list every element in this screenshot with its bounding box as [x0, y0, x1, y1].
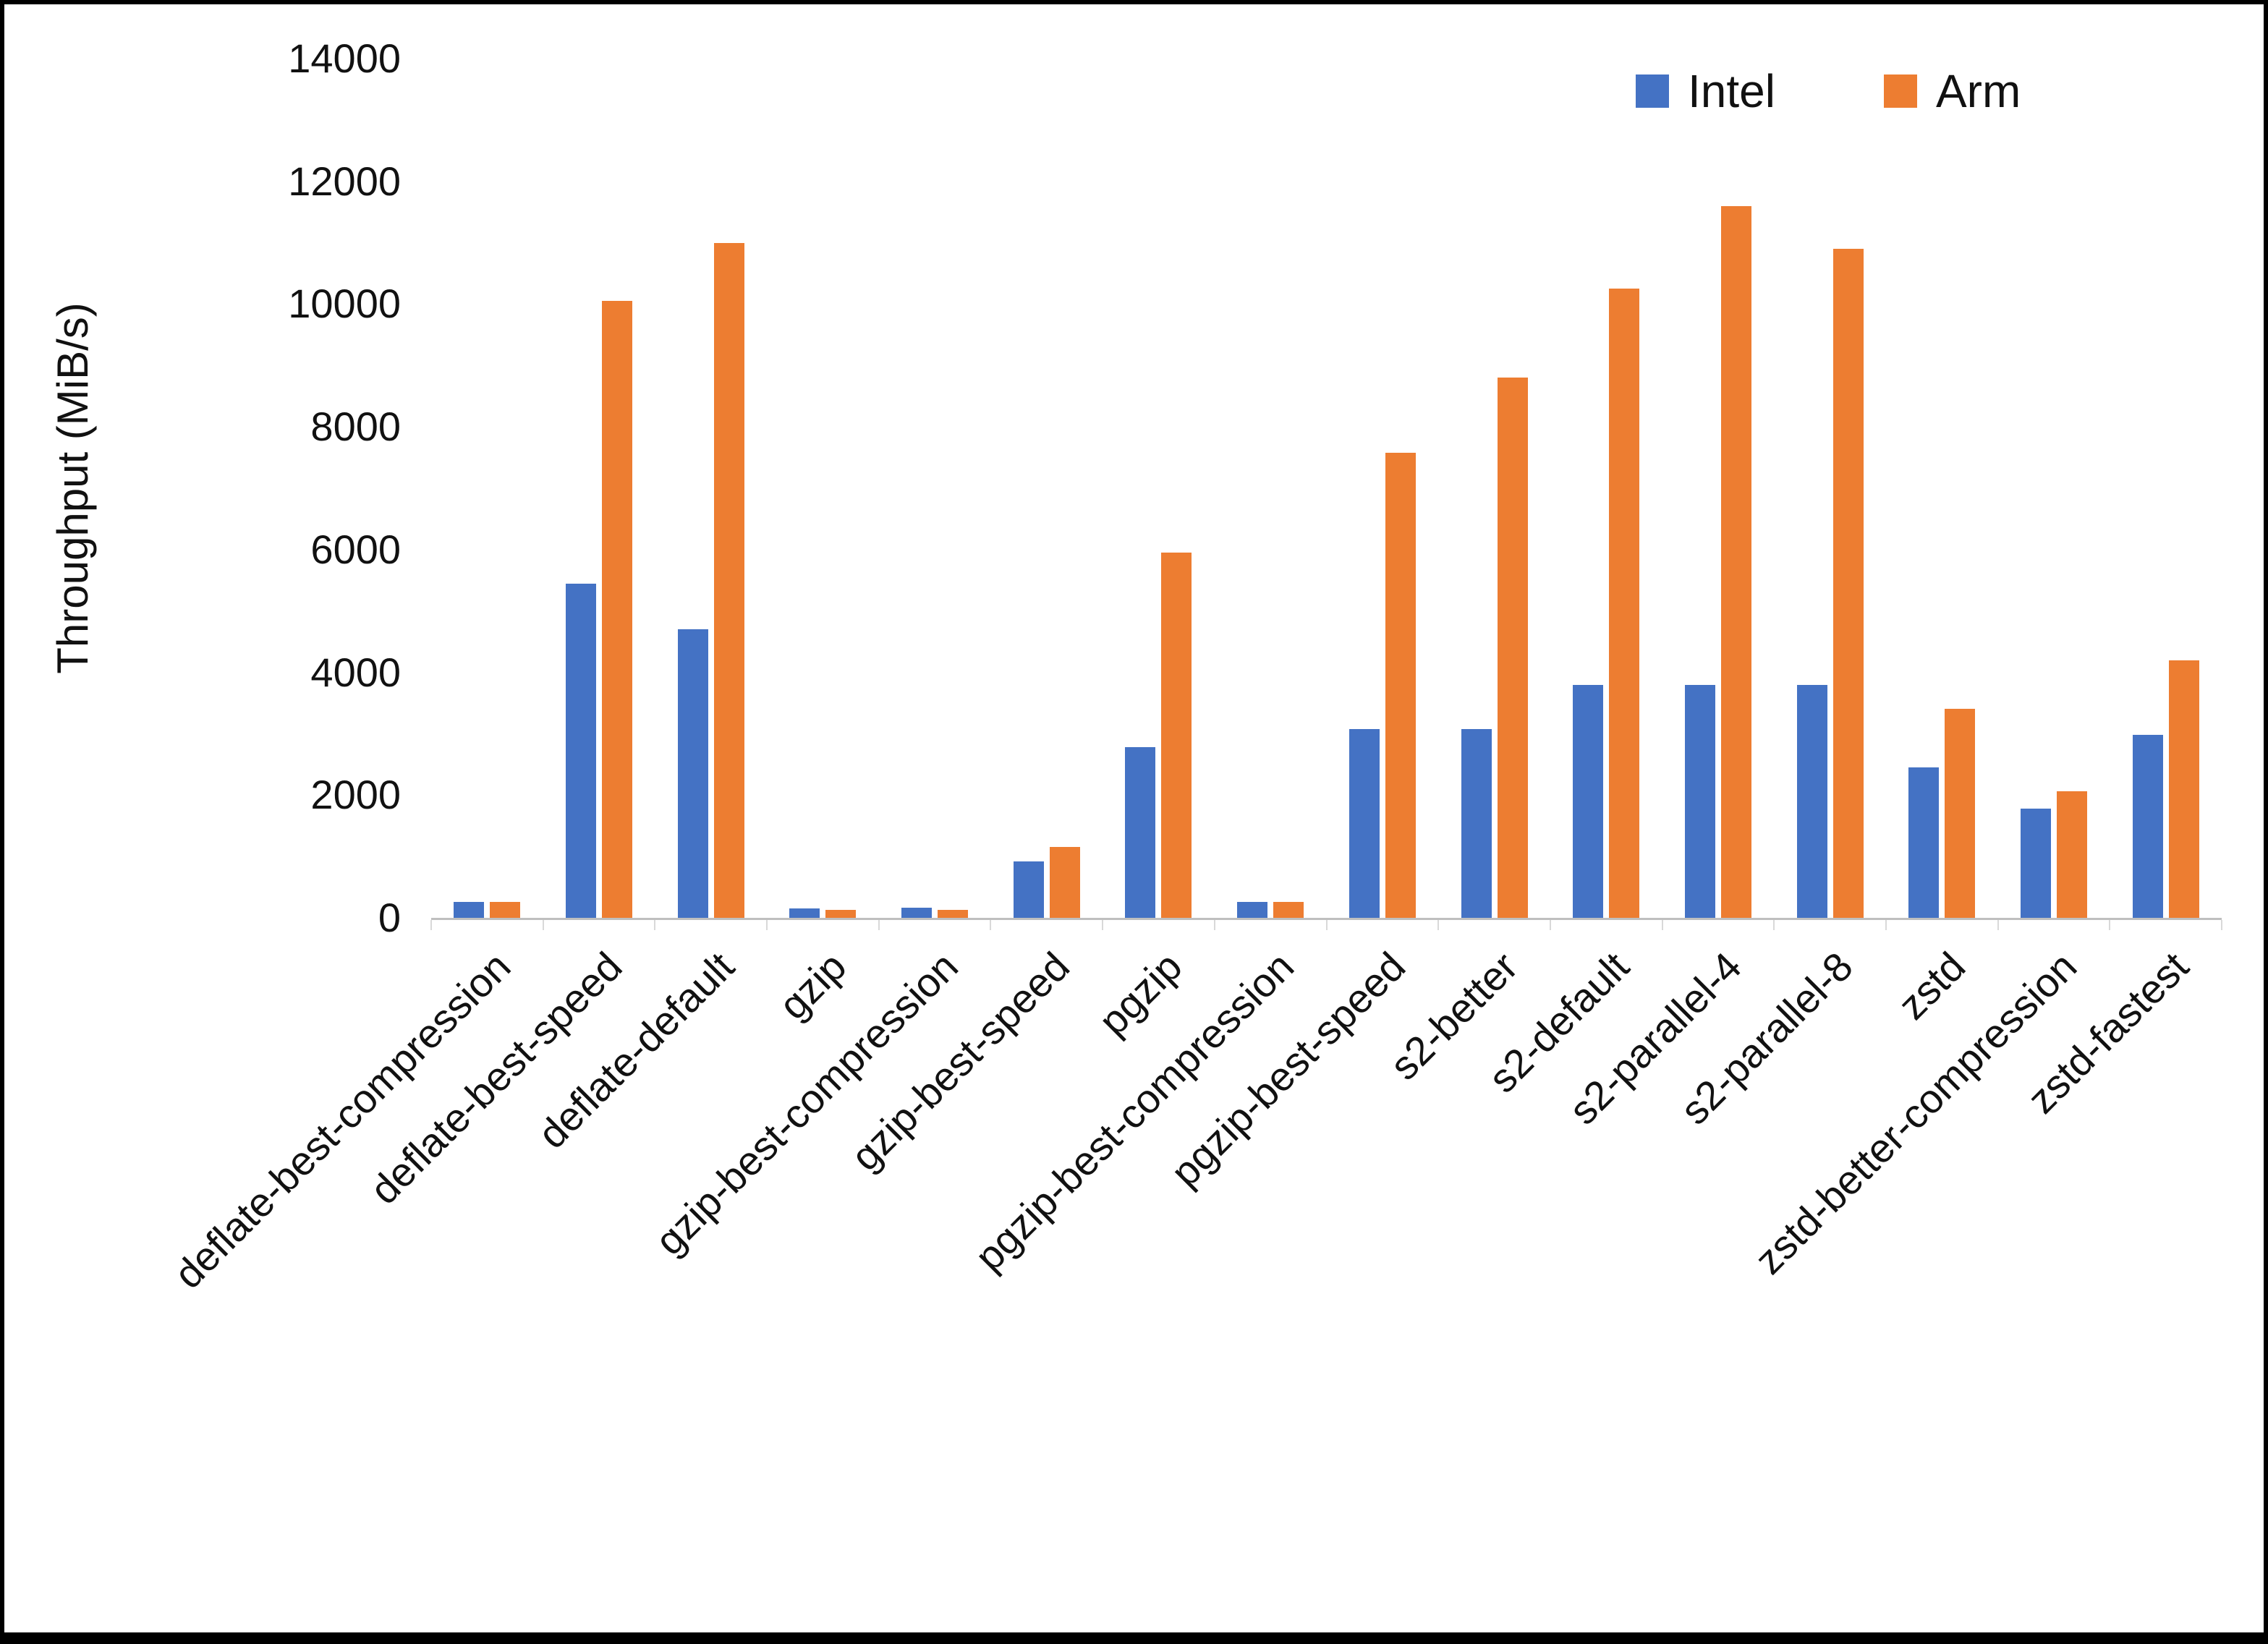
y-tick-label: 10000: [288, 281, 401, 327]
y-tick-label: 8000: [310, 404, 401, 450]
bar-intel-pgzip-best-speed: [1349, 728, 1380, 918]
bar-intel-zstd-fastest: [2132, 735, 2163, 918]
x-axis-tick: [990, 920, 992, 930]
bar-arm-s2-better: [1497, 378, 1528, 918]
bar-arm-s2-parallel-4: [1720, 205, 1751, 918]
x-axis-line: [431, 918, 2222, 920]
bar-arm-gzip-best-compression: [938, 909, 969, 918]
x-axis-tick: [654, 920, 656, 930]
bar-intel-s2-better: [1461, 728, 1492, 918]
x-axis-tick: [1102, 920, 1104, 930]
legend-swatch-intel: [1636, 74, 1669, 108]
bar-arm-deflate-default: [713, 242, 744, 918]
legend: Intel Arm: [1636, 68, 2021, 114]
y-tick-label: 12000: [288, 158, 401, 204]
y-tick-label: 4000: [310, 649, 401, 695]
bar-arm-pgzip-best-speed: [1385, 452, 1416, 918]
bar-intel-s2-parallel-8: [1796, 684, 1827, 918]
x-tick-label: pgzip: [1089, 943, 1191, 1044]
bar-intel-deflate-default: [677, 629, 708, 918]
x-axis-tick: [1213, 920, 1215, 930]
bar-arm-deflate-best-speed: [602, 301, 633, 918]
bar-arm-zstd-better-compression: [2056, 791, 2087, 918]
bar-intel-deflate-best-compression: [454, 901, 485, 918]
legend-label-arm: Arm: [1935, 65, 2021, 117]
x-axis-tick: [2221, 920, 2222, 930]
x-axis-tick: [1661, 920, 1663, 930]
x-axis-tick: [1549, 920, 1551, 930]
bar-intel-zstd-better-compression: [2020, 808, 2051, 918]
y-tick-label: 6000: [310, 526, 401, 572]
bar-arm-zstd: [1945, 709, 1976, 918]
legend-swatch-arm: [1883, 74, 1917, 108]
x-tick-label: gzip: [769, 943, 855, 1028]
bar-intel-zstd: [1908, 767, 1940, 918]
bar-intel-gzip-best-speed: [1013, 861, 1044, 918]
bar-intel-gzip: [789, 908, 820, 918]
bar-intel-gzip-best-compression: [901, 908, 933, 918]
x-axis-tick: [1997, 920, 1999, 930]
bar-intel-s2-parallel-4: [1684, 684, 1715, 918]
x-axis-tick: [878, 920, 880, 930]
bar-intel-s2-default: [1573, 684, 1604, 918]
legend-item-intel: Intel: [1636, 68, 1775, 114]
bar-intel-pgzip: [1125, 747, 1156, 918]
x-axis-tick: [542, 920, 544, 930]
bar-arm-zstd-fastest: [2168, 660, 2199, 918]
bar-arm-pgzip-best-compression: [1273, 901, 1304, 918]
y-tick-label: 2000: [310, 772, 401, 818]
bar-intel-deflate-best-speed: [566, 583, 597, 918]
legend-label-intel: Intel: [1688, 65, 1775, 117]
y-tick-label: 0: [378, 895, 401, 940]
bar-arm-pgzip: [1161, 553, 1192, 918]
y-tick-label: 14000: [288, 35, 401, 81]
x-axis-tick: [430, 920, 432, 930]
x-axis-tick: [1325, 920, 1328, 930]
bar-arm-deflate-best-compression: [490, 901, 521, 918]
x-axis-tick: [2109, 920, 2111, 930]
bar-arm-gzip-best-speed: [1049, 847, 1080, 918]
x-tick-label: zstd: [1888, 943, 1974, 1028]
x-axis-tick: [1773, 920, 1775, 930]
bar-intel-pgzip-best-compression: [1237, 901, 1268, 918]
x-tick-label: deflate-default: [528, 943, 743, 1157]
legend-item-arm: Arm: [1883, 65, 2021, 117]
bar-arm-s2-default: [1609, 289, 1640, 918]
x-axis-tick: [1885, 920, 1887, 930]
bar-arm-gzip: [825, 909, 857, 918]
x-axis-tick: [766, 920, 768, 930]
x-axis-tick: [1437, 920, 1440, 930]
bar-arm-s2-parallel-8: [1832, 249, 1864, 918]
y-axis-title: Throughput (MiB/s): [48, 302, 97, 674]
